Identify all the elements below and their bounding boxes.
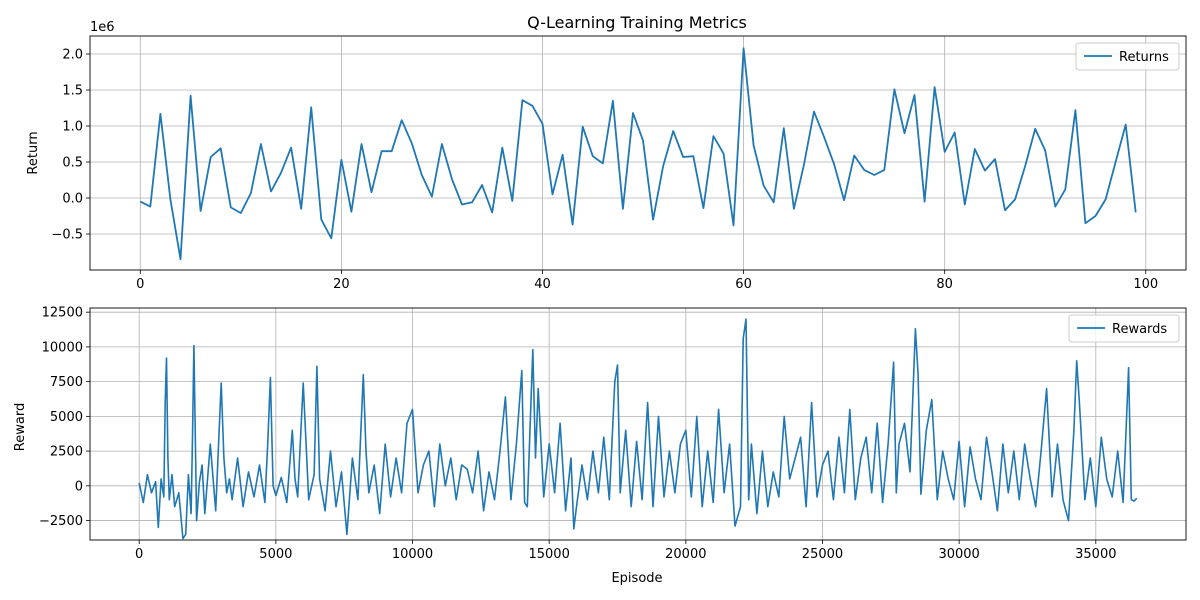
rewards-y-tick-label: −2500	[39, 514, 83, 529]
returns-plot-frame	[89, 35, 1187, 271]
returns-legend-box	[1075, 42, 1180, 71]
returns-offset-label: 1e6	[90, 20, 115, 35]
rewards-x-tick-label: 25000	[802, 547, 843, 562]
returns-plot-area	[90, 36, 1186, 270]
rewards-y-tick-label: 10000	[42, 340, 83, 355]
rewards-x-axis-label: Episode	[611, 571, 662, 586]
returns-y-tick-label: 1.0	[62, 120, 83, 135]
rewards-legend: Rewards	[1068, 314, 1180, 343]
returns-x-tick-label: 60	[735, 277, 752, 292]
returns-x-tick-label: 20	[333, 277, 350, 292]
returns-y-tick-label: 2.0	[62, 48, 83, 63]
returns-x-tick-label: 40	[534, 277, 551, 292]
rewards-ticks: 0 5000 10000 15000 20000 25000 30000 35000−2500…	[39, 306, 1116, 562]
rewards-y-tick-label: 12500	[42, 306, 83, 321]
rewards-legend-box	[1068, 314, 1180, 343]
returns-y-tick-label: 0.5	[62, 156, 83, 171]
returns-y-tick-label: 0.0	[62, 192, 83, 207]
rewards-x-tick-label: 20000	[665, 547, 706, 562]
rewards-series-line	[138, 318, 1138, 540]
rewards-plot-area	[90, 308, 1186, 540]
rewards-panel: 0 5000 10000 15000 20000 25000 30000 35000−2500…	[13, 306, 1187, 586]
rewards-y-tick-label: 0	[75, 479, 83, 494]
returns-legend-label: Returns	[1119, 50, 1169, 65]
rewards-x-tick-label: 0	[135, 547, 143, 562]
rewards-x-tick-label: 30000	[938, 547, 979, 562]
returns-y-tick-label: 1.5	[62, 84, 83, 99]
rewards-y-tick-label: 5000	[50, 410, 83, 425]
rewards-y-tick-label: 2500	[50, 445, 83, 460]
returns-y-tick-label: −0.5	[51, 228, 83, 243]
rewards-x-tick-label: 15000	[528, 547, 569, 562]
returns-ticks: 0 20 40 60 80 100 −0.5 0.0 0.5 1.0 1.5 2.0	[51, 48, 1158, 293]
returns-y-axis-label: Return	[26, 131, 41, 174]
returns-x-tick-label: 80	[936, 277, 953, 292]
rewards-x-tick-label: 10000	[392, 547, 433, 562]
returns-legend: Returns	[1075, 42, 1180, 71]
returns-x-tick-label: 100	[1133, 277, 1158, 292]
rewards-legend-label: Rewards	[1112, 322, 1167, 337]
returns-series-line	[139, 47, 1137, 261]
rewards-x-tick-label: 35000	[1075, 547, 1116, 562]
rewards-y-tick-label: 7500	[50, 375, 83, 390]
rewards-y-axis-label: Reward	[13, 403, 28, 451]
returns-panel: 0 20 40 60 80 100 −0.5 0.0 0.5 1.0 1.5 2.0 1e6 Retu…	[26, 20, 1187, 293]
chart-title: Q-Learning Training Metrics	[527, 13, 747, 32]
returns-x-tick-label: 0	[136, 277, 144, 292]
rewards-plot-frame	[89, 307, 1187, 541]
rewards-x-tick-label: 5000	[259, 547, 292, 562]
